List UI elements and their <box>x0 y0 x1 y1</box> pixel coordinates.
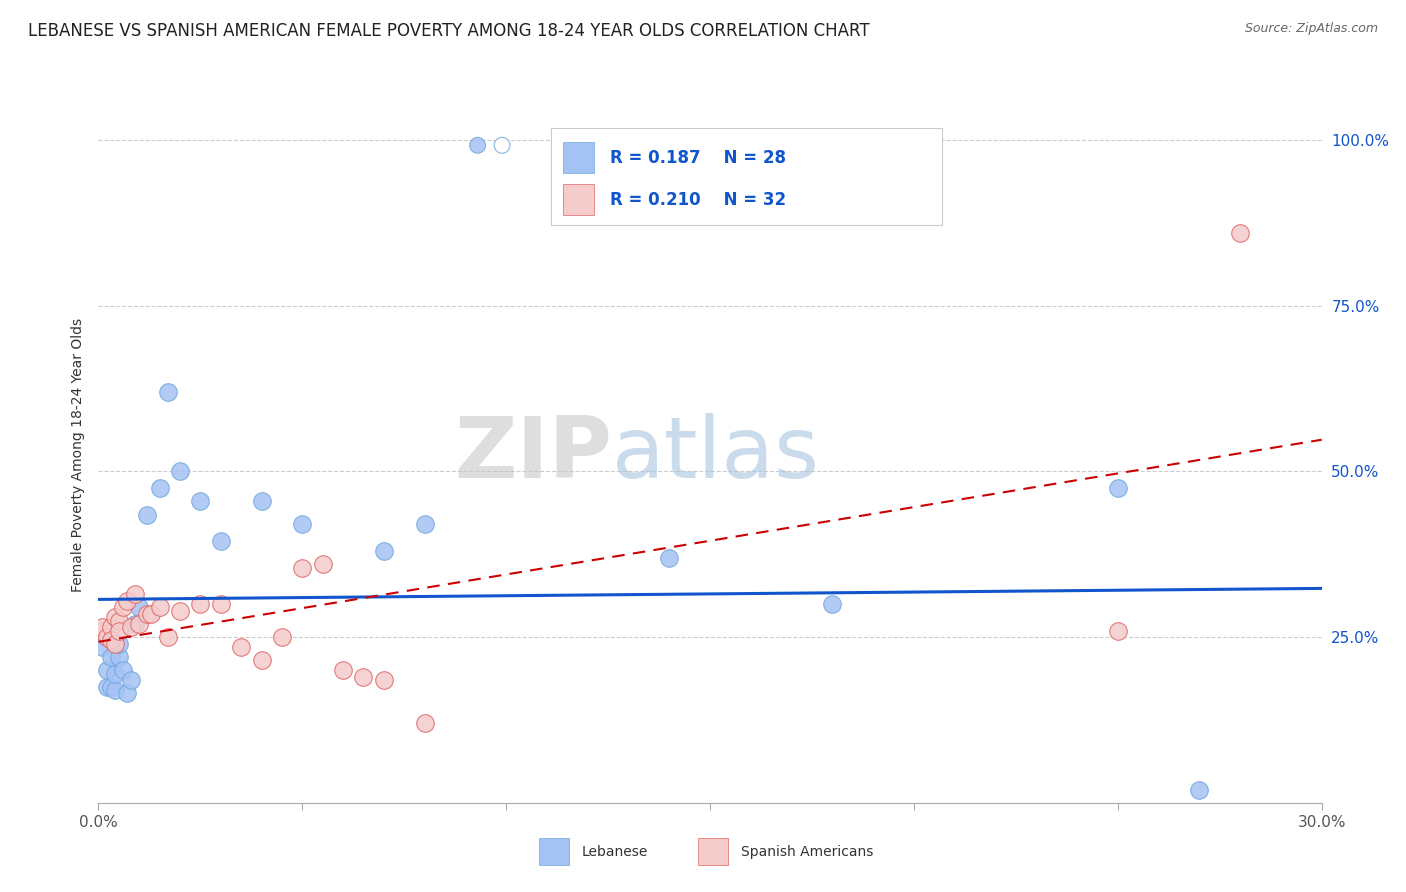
Point <box>209 534 232 549</box>
Point <box>141 607 163 621</box>
Point <box>100 633 122 648</box>
Text: Spanish Americans: Spanish Americans <box>741 845 873 858</box>
Point <box>104 637 127 651</box>
Point <box>91 620 114 634</box>
Point <box>100 650 122 665</box>
FancyBboxPatch shape <box>697 838 728 865</box>
Point <box>115 593 138 607</box>
Point <box>108 650 131 665</box>
Point <box>128 600 150 615</box>
FancyBboxPatch shape <box>551 128 942 226</box>
Point <box>332 663 354 677</box>
Point <box>1188 782 1211 797</box>
Point <box>100 680 122 694</box>
Text: R = 0.187    N = 28: R = 0.187 N = 28 <box>610 149 786 167</box>
Point <box>169 465 191 479</box>
Point <box>231 640 253 654</box>
Point <box>136 607 159 621</box>
Point <box>270 630 294 644</box>
Point <box>413 716 436 731</box>
Point <box>96 680 118 694</box>
Point <box>115 686 138 700</box>
Point <box>104 683 127 698</box>
Point <box>124 587 146 601</box>
Point <box>100 620 122 634</box>
FancyBboxPatch shape <box>564 184 593 215</box>
Point <box>169 604 191 618</box>
Point <box>312 558 335 572</box>
Point <box>156 384 179 399</box>
Point <box>413 517 436 532</box>
Text: LEBANESE VS SPANISH AMERICAN FEMALE POVERTY AMONG 18-24 YEAR OLDS CORRELATION CH: LEBANESE VS SPANISH AMERICAN FEMALE POVE… <box>28 22 870 40</box>
Point <box>658 550 681 565</box>
FancyBboxPatch shape <box>564 142 593 173</box>
Y-axis label: Female Poverty Among 18-24 Year Olds: Female Poverty Among 18-24 Year Olds <box>70 318 84 592</box>
Point <box>108 637 131 651</box>
Point <box>291 560 314 574</box>
Point <box>291 517 314 532</box>
Point <box>91 624 114 638</box>
Point <box>91 640 114 654</box>
Point <box>149 481 172 495</box>
Point <box>96 663 118 677</box>
Point <box>108 624 131 638</box>
Point <box>156 630 179 644</box>
Point <box>149 600 172 615</box>
Point <box>111 663 134 677</box>
Point <box>250 653 273 667</box>
Text: ZIP: ZIP <box>454 413 612 497</box>
Point <box>120 673 142 688</box>
Point <box>373 673 395 688</box>
Point <box>1107 481 1129 495</box>
Point <box>188 597 212 611</box>
Point <box>1229 226 1251 240</box>
Point <box>104 610 127 624</box>
Point <box>209 597 232 611</box>
Point <box>1351 169 1374 184</box>
Point <box>1107 624 1129 638</box>
Point <box>96 630 118 644</box>
Text: atlas: atlas <box>612 413 820 497</box>
Point <box>128 616 150 631</box>
Point <box>821 597 844 611</box>
Point <box>136 508 159 522</box>
Point <box>104 666 127 681</box>
Point <box>352 670 374 684</box>
Text: Source: ZipAtlas.com: Source: ZipAtlas.com <box>1244 22 1378 36</box>
Point <box>120 620 142 634</box>
Text: R = 0.210    N = 32: R = 0.210 N = 32 <box>610 191 786 209</box>
Text: Lebanese: Lebanese <box>582 845 648 858</box>
Point <box>111 600 134 615</box>
Point <box>373 544 395 558</box>
Point <box>188 494 212 508</box>
Point <box>250 494 273 508</box>
Point <box>124 616 146 631</box>
FancyBboxPatch shape <box>538 838 569 865</box>
Point <box>108 614 131 628</box>
